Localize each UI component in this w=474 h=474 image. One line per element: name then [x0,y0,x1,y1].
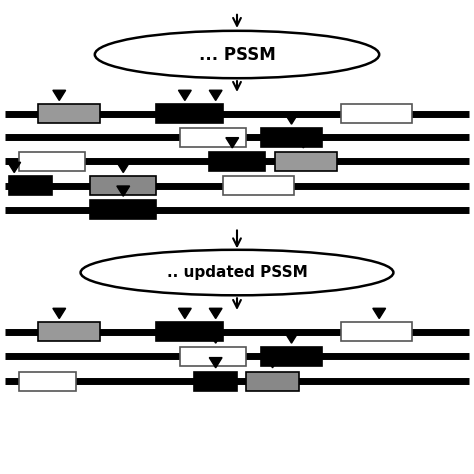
Ellipse shape [81,250,393,295]
Polygon shape [210,308,222,319]
Ellipse shape [95,31,379,78]
Bar [19,152,85,171]
Bar [38,104,100,123]
Polygon shape [373,308,385,319]
Polygon shape [178,90,191,100]
Bar [341,322,412,341]
Text: .. updated PSSM: .. updated PSSM [167,265,307,280]
Bar [275,152,337,171]
Polygon shape [8,162,21,173]
Bar [90,176,156,195]
Polygon shape [117,162,130,173]
Bar [156,322,223,341]
Polygon shape [226,137,238,148]
Bar [156,104,223,123]
Bar [341,104,412,123]
Bar [261,128,322,147]
Bar [180,128,246,147]
Bar [261,347,322,366]
Bar [209,152,265,171]
Polygon shape [53,90,65,100]
Bar [90,200,156,219]
Polygon shape [266,357,279,368]
Polygon shape [285,333,298,343]
Bar [194,372,237,391]
Bar [246,372,299,391]
Polygon shape [297,137,310,148]
Text: ... PSSM: ... PSSM [199,46,275,64]
Polygon shape [210,333,222,343]
Polygon shape [117,186,130,196]
Bar [19,372,76,391]
Polygon shape [210,357,222,368]
Polygon shape [178,308,191,319]
Bar [38,322,100,341]
Bar [180,347,246,366]
Polygon shape [53,308,65,319]
Polygon shape [210,90,222,100]
Bar [223,176,294,195]
Bar [9,176,52,195]
Polygon shape [285,114,298,124]
